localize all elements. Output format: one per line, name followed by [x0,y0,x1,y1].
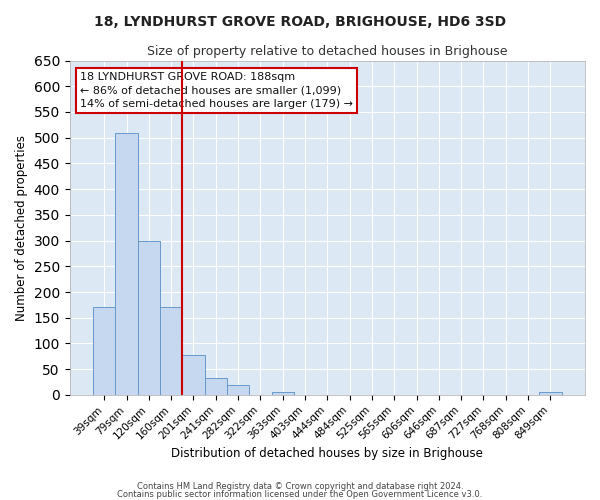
Text: 18, LYNDHURST GROVE ROAD, BRIGHOUSE, HD6 3SD: 18, LYNDHURST GROVE ROAD, BRIGHOUSE, HD6… [94,15,506,29]
Y-axis label: Number of detached properties: Number of detached properties [15,134,28,320]
Text: 18 LYNDHURST GROVE ROAD: 188sqm
← 86% of detached houses are smaller (1,099)
14%: 18 LYNDHURST GROVE ROAD: 188sqm ← 86% of… [80,72,353,108]
Bar [539,392,562,395]
Bar [205,378,227,395]
Bar [272,392,294,395]
Bar [182,354,205,395]
Bar [137,240,160,395]
Bar [93,308,115,395]
Text: Contains HM Land Registry data © Crown copyright and database right 2024.: Contains HM Land Registry data © Crown c… [137,482,463,491]
Bar [160,308,182,395]
Bar [227,384,249,395]
X-axis label: Distribution of detached houses by size in Brighouse: Distribution of detached houses by size … [172,447,483,460]
Text: Contains public sector information licensed under the Open Government Licence v3: Contains public sector information licen… [118,490,482,499]
Title: Size of property relative to detached houses in Brighouse: Size of property relative to detached ho… [147,45,508,58]
Bar [115,132,137,395]
